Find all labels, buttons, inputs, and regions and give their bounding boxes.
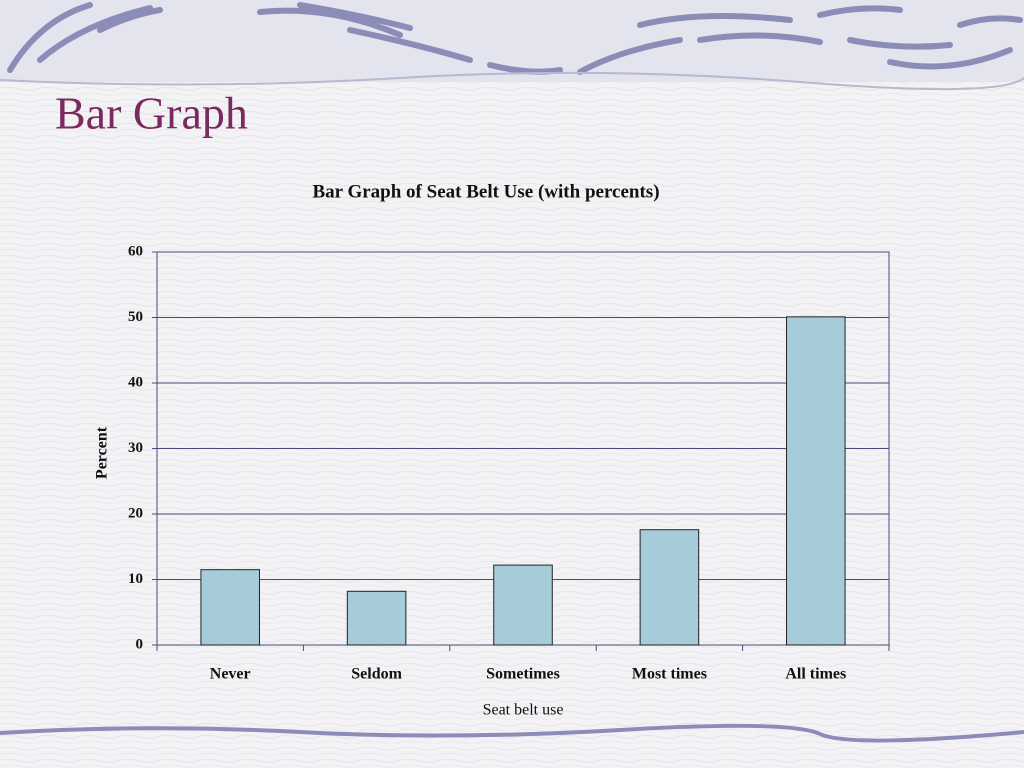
bar — [200, 569, 260, 646]
y-axis-label: Percent — [94, 426, 111, 479]
y-tick-label: 30 — [128, 440, 143, 456]
bar — [786, 316, 846, 646]
x-tick-label: Most times — [632, 666, 707, 683]
y-tick-label: 10 — [128, 571, 143, 587]
bar — [639, 529, 700, 646]
y-tick-label: 20 — [128, 505, 143, 521]
bottom-decoration — [0, 723, 1024, 743]
x-tick-label: Seldom — [351, 666, 402, 683]
x-tick-label: Never — [210, 666, 251, 683]
y-tick-label: 60 — [128, 243, 143, 259]
top-decoration — [0, 0, 1024, 91]
slide-title: Bar Graph — [55, 88, 248, 139]
bar — [493, 564, 553, 646]
y-tick-label: 40 — [128, 374, 143, 390]
bar — [346, 590, 407, 646]
chart-title: Bar Graph of Seat Belt Use (with percent… — [312, 181, 659, 202]
y-tick-label: 50 — [128, 309, 143, 325]
x-axis-label: Seat belt use — [483, 702, 564, 719]
x-tick-label: All times — [785, 666, 846, 683]
x-tick-label: Sometimes — [486, 666, 560, 683]
y-tick-label: 0 — [136, 636, 144, 652]
